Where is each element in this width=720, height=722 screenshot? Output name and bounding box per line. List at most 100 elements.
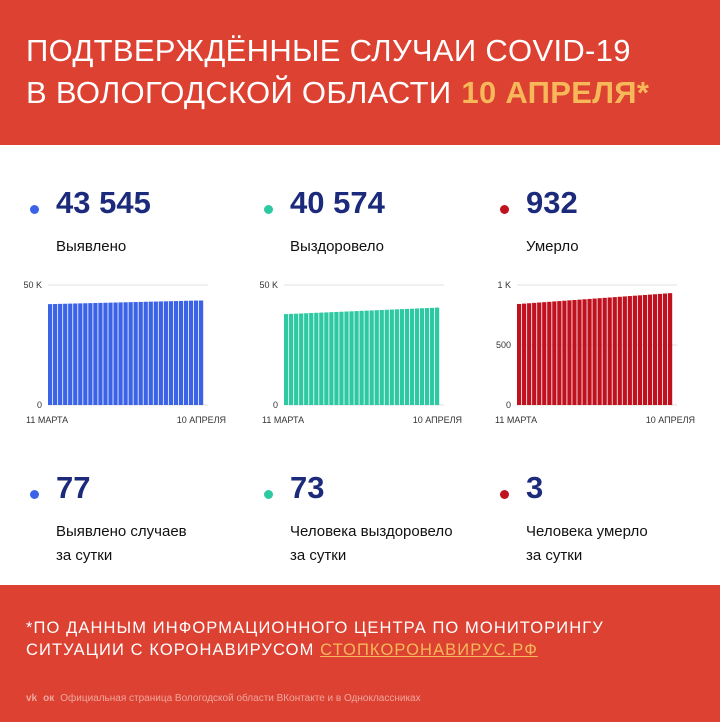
- title-date: 10 АПРЕЛЯ*: [461, 75, 650, 110]
- y-tick-label: 0: [273, 400, 278, 410]
- bar: [597, 298, 602, 405]
- bar: [339, 311, 344, 405]
- stat-detected-label: Выявлено: [56, 238, 127, 255]
- bar: [622, 296, 627, 405]
- x-tick-label-start: 11 МАРТА: [26, 415, 68, 425]
- bar: [657, 293, 663, 405]
- bar: [198, 300, 204, 405]
- bar: [103, 302, 108, 405]
- bar: [284, 314, 289, 405]
- bar: [98, 302, 103, 405]
- daily-died-label: Человека умерло за сутки: [526, 520, 648, 568]
- bar: [299, 313, 304, 405]
- bar: [592, 298, 597, 405]
- x-tick-label-start: 11 МАРТА: [262, 415, 304, 425]
- daily-detected-dot-icon: [30, 490, 39, 499]
- x-tick-label-end: 10 АПРЕЛЯ: [177, 415, 226, 425]
- credit: vk ок Официальная страница Вологодской обл…: [26, 693, 421, 704]
- stat-died-label: Умерло: [526, 238, 579, 255]
- bar: [522, 303, 527, 405]
- stat-died-value: 932: [526, 185, 578, 220]
- bar: [652, 294, 658, 405]
- bar: [143, 301, 148, 405]
- bar: [294, 313, 299, 405]
- chart-died-svg: 1 K 500 0 11 МАРТА 10 АПРЕЛЯ: [495, 280, 695, 425]
- bar: [178, 300, 184, 405]
- bar: [314, 312, 319, 405]
- bar: [617, 296, 622, 405]
- bar: [667, 293, 673, 405]
- stat-detected-value: 43 545: [56, 185, 151, 220]
- bar: [344, 311, 349, 405]
- bar: [83, 303, 88, 405]
- bar: [632, 295, 637, 405]
- daily-detected-label-line2: за сутки: [56, 547, 113, 564]
- y-tick-label: 0: [37, 400, 42, 410]
- daily-detected-label-line1: Выявлено случаев: [56, 523, 187, 540]
- bar: [399, 309, 404, 405]
- source-note: *ПО ДАННЫМ ИНФОРМАЦИОННОГО ЦЕНТРА ПО МОН…: [26, 617, 706, 661]
- bar: [374, 310, 379, 405]
- bar: [389, 309, 394, 405]
- chart-recovered-svg: 50 K 0 11 МАРТА 10 АПРЕЛЯ: [259, 280, 462, 425]
- bar: [384, 309, 389, 405]
- y-tick-label: 50 K: [23, 280, 42, 290]
- bar: [48, 304, 53, 405]
- page-title: ПОДТВЕРЖДЁННЫЕ СЛУЧАИ COVID-19 В ВОЛОГОД…: [26, 30, 716, 114]
- bar: [354, 311, 359, 405]
- footer: *ПО ДАННЫМ ИНФОРМАЦИОННОГО ЦЕНТРА ПО МОН…: [0, 585, 720, 722]
- bar: [324, 312, 329, 405]
- bar: [153, 301, 158, 405]
- bar: [567, 300, 572, 405]
- x-tick-label-start: 11 МАРТА: [495, 415, 537, 425]
- recovered-dot-icon: [264, 205, 273, 214]
- stats-panel: 43 545 Выявлено 40 574 Выздоровело 932 У…: [0, 145, 720, 585]
- died-dot-icon: [500, 205, 509, 214]
- bar: [394, 309, 399, 405]
- bar: [88, 303, 93, 405]
- bar: [173, 301, 179, 405]
- bar: [429, 307, 435, 405]
- bar: [128, 302, 133, 405]
- title-region: В ВОЛОГОДСКОЙ ОБЛАСТИ: [26, 75, 452, 110]
- daily-recovered-value: 73: [290, 470, 325, 505]
- bar: [68, 303, 73, 405]
- bar: [148, 301, 153, 405]
- bar: [118, 302, 123, 405]
- vk-icon[interactable]: vk: [26, 693, 38, 704]
- daily-died-label-line1: Человека умерло: [526, 523, 648, 540]
- daily-died-label-line2: за сутки: [526, 547, 583, 564]
- bar: [607, 297, 612, 405]
- y-tick-label: 1 K: [497, 280, 511, 290]
- bar: [637, 295, 643, 405]
- bar: [419, 308, 425, 405]
- bar: [58, 303, 63, 405]
- bar: [562, 300, 567, 405]
- detected-dot-icon: [30, 205, 39, 214]
- chart-detected: 50 K 0 11 МАРТА 10 АПРЕЛЯ: [18, 275, 228, 431]
- source-link[interactable]: СТОПКОРОНАВИРУС.РФ: [320, 641, 538, 659]
- credit-text: Официальная страница Вологодской области…: [60, 693, 421, 704]
- bar: [138, 301, 143, 405]
- bar: [63, 303, 68, 405]
- title-line-2: В ВОЛОГОДСКОЙ ОБЛАСТИ 10 АПРЕЛЯ*: [26, 72, 716, 114]
- bar: [587, 298, 592, 405]
- bar: [359, 310, 364, 405]
- bar: [527, 303, 532, 405]
- bar: [537, 302, 542, 405]
- bar: [309, 313, 314, 405]
- header: ПОДТВЕРЖДЁННЫЕ СЛУЧАИ COVID-19 В ВОЛОГОД…: [0, 0, 720, 145]
- ok-icon[interactable]: ок: [43, 693, 55, 704]
- stat-recovered-value: 40 574: [290, 185, 385, 220]
- bar: [414, 308, 420, 405]
- bar: [627, 296, 632, 405]
- bar: [369, 310, 374, 405]
- y-tick-label: 50 K: [259, 280, 278, 290]
- bar: [73, 303, 78, 405]
- bar: [409, 308, 415, 405]
- daily-recovered-label: Человека выздоровело за сутки: [290, 520, 453, 568]
- bar: [163, 301, 168, 405]
- bar: [547, 301, 552, 405]
- x-tick-label-end: 10 АПРЕЛЯ: [413, 415, 462, 425]
- daily-died-value: 3: [526, 470, 544, 505]
